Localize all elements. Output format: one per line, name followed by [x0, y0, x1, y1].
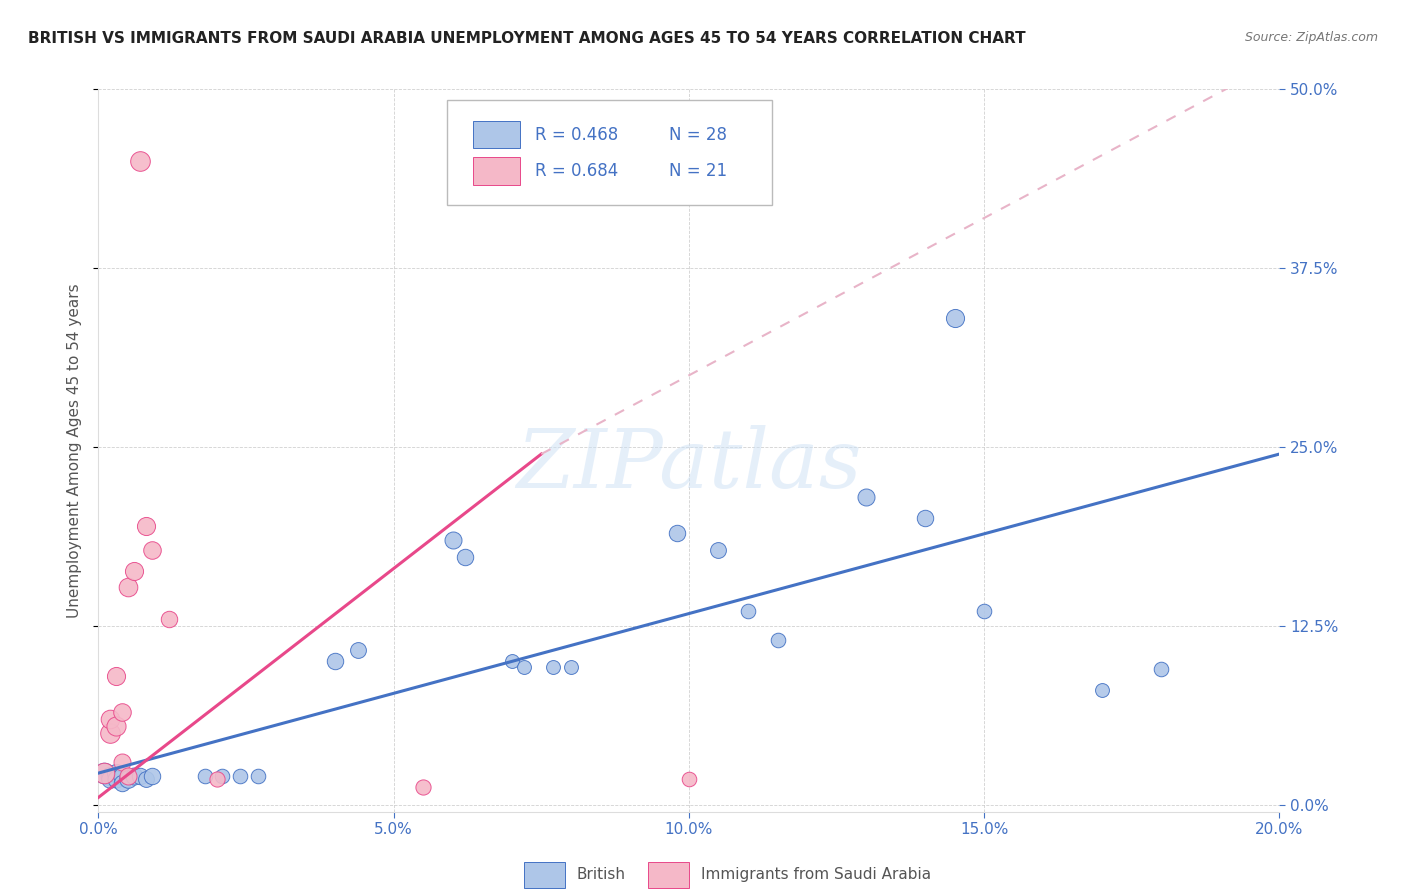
Point — [914, 511, 936, 525]
Point — [707, 542, 730, 557]
Point — [666, 525, 689, 540]
Point — [541, 660, 564, 674]
Point — [766, 633, 789, 648]
Point — [105, 766, 128, 780]
Y-axis label: Unemployment Among Ages 45 to 54 years: Unemployment Among Ages 45 to 54 years — [67, 283, 83, 618]
FancyBboxPatch shape — [523, 863, 565, 888]
Point — [122, 565, 145, 579]
Point — [128, 153, 150, 168]
Point — [943, 311, 966, 326]
Point — [111, 755, 134, 769]
Text: R = 0.684: R = 0.684 — [536, 161, 619, 180]
Point — [323, 655, 346, 669]
Point — [141, 769, 163, 783]
Point — [194, 769, 217, 783]
Text: R = 0.468: R = 0.468 — [536, 126, 619, 144]
Point — [512, 660, 534, 674]
Text: N = 28: N = 28 — [669, 126, 727, 144]
Point — [117, 580, 139, 594]
Point — [105, 669, 128, 683]
Point — [560, 660, 582, 674]
Point — [157, 611, 180, 625]
Text: British: British — [576, 867, 626, 882]
Text: Source: ZipAtlas.com: Source: ZipAtlas.com — [1244, 31, 1378, 45]
Point — [128, 769, 150, 783]
Point — [412, 780, 434, 795]
FancyBboxPatch shape — [648, 863, 689, 888]
Text: Immigrants from Saudi Arabia: Immigrants from Saudi Arabia — [700, 867, 931, 882]
Point — [117, 769, 139, 783]
Text: BRITISH VS IMMIGRANTS FROM SAUDI ARABIA UNEMPLOYMENT AMONG AGES 45 TO 54 YEARS C: BRITISH VS IMMIGRANTS FROM SAUDI ARABIA … — [28, 31, 1026, 46]
Point — [135, 518, 157, 533]
Point — [855, 490, 877, 504]
FancyBboxPatch shape — [472, 121, 520, 148]
Point — [111, 769, 134, 783]
Point — [501, 655, 523, 669]
Point — [98, 726, 121, 740]
Point — [93, 766, 115, 780]
Point — [246, 769, 269, 783]
Point — [211, 769, 233, 783]
Point — [111, 776, 134, 790]
Point — [973, 604, 995, 618]
Point — [111, 705, 134, 719]
Point — [205, 772, 228, 786]
Point — [678, 772, 700, 786]
Point — [141, 542, 163, 557]
Text: ZIPatlas: ZIPatlas — [516, 425, 862, 505]
Point — [105, 719, 128, 733]
Point — [347, 643, 370, 657]
FancyBboxPatch shape — [447, 100, 772, 205]
Text: N = 21: N = 21 — [669, 161, 727, 180]
Point — [105, 772, 128, 786]
Point — [117, 772, 139, 786]
Point — [1091, 683, 1114, 698]
Point — [98, 712, 121, 726]
Point — [98, 769, 121, 783]
Point — [441, 533, 464, 547]
Point — [453, 549, 475, 564]
Point — [122, 769, 145, 783]
Point — [229, 769, 252, 783]
Point — [93, 766, 115, 780]
Point — [1150, 662, 1173, 676]
FancyBboxPatch shape — [472, 157, 520, 185]
Point — [135, 772, 157, 786]
Point — [737, 604, 759, 618]
Point — [98, 772, 121, 786]
